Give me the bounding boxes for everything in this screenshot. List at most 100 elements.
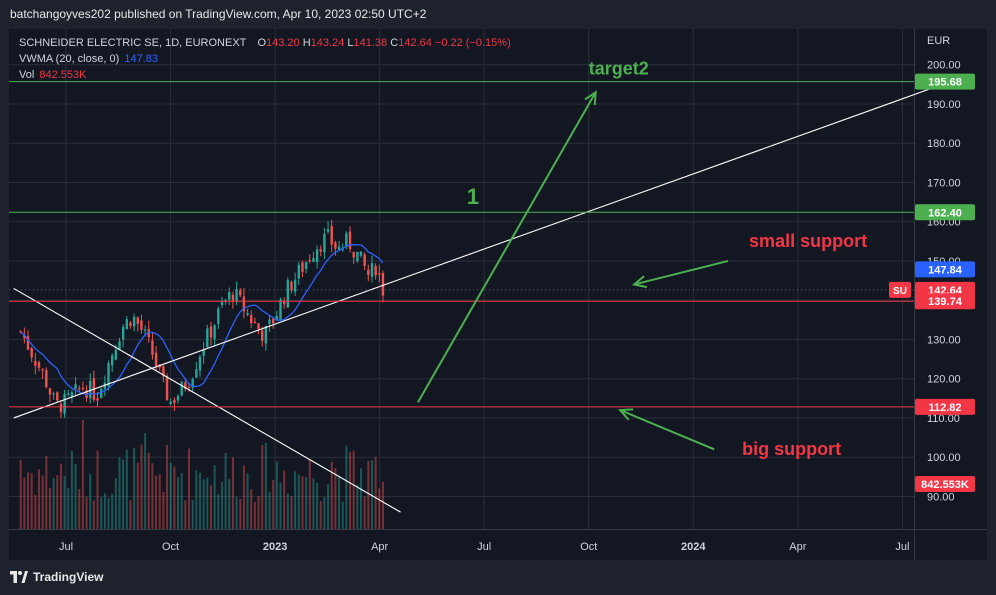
arrow-shaft[interactable] bbox=[619, 409, 715, 451]
candle-body[interactable] bbox=[264, 325, 268, 344]
candle-body[interactable] bbox=[180, 381, 183, 396]
candle-body[interactable] bbox=[367, 269, 370, 276]
candle-body[interactable] bbox=[52, 393, 55, 395]
candle-body[interactable] bbox=[63, 393, 66, 414]
candle-body[interactable] bbox=[162, 366, 165, 377]
candle-body[interactable] bbox=[41, 369, 44, 371]
candle-body[interactable] bbox=[198, 356, 202, 371]
candle-body[interactable] bbox=[261, 330, 264, 341]
candle-body[interactable] bbox=[89, 380, 92, 399]
candle-body[interactable] bbox=[45, 370, 48, 388]
candle-body[interactable] bbox=[326, 229, 330, 232]
candle-body[interactable] bbox=[319, 249, 322, 252]
candle-body[interactable] bbox=[165, 376, 169, 401]
candle-body[interactable] bbox=[304, 262, 308, 269]
candle-body[interactable] bbox=[125, 319, 129, 329]
candle-body[interactable] bbox=[70, 392, 74, 397]
candle-body[interactable] bbox=[271, 318, 275, 324]
candle-body[interactable] bbox=[359, 251, 363, 256]
candle-body[interactable] bbox=[99, 388, 103, 399]
candle-body[interactable] bbox=[59, 403, 63, 413]
candle-body[interactable] bbox=[253, 321, 257, 323]
candle-body[interactable] bbox=[323, 234, 326, 253]
candle-body[interactable] bbox=[337, 246, 341, 250]
candle-body[interactable] bbox=[48, 388, 52, 395]
candle-body[interactable] bbox=[279, 299, 282, 320]
candle-body[interactable] bbox=[129, 322, 132, 327]
candle-body[interactable] bbox=[330, 225, 333, 245]
candle-body[interactable] bbox=[356, 251, 359, 262]
annotation-big-support[interactable]: big support bbox=[742, 439, 841, 459]
candle-body[interactable] bbox=[224, 299, 227, 302]
candle-body[interactable] bbox=[110, 355, 114, 366]
candle-body[interactable] bbox=[228, 292, 231, 300]
candle-body[interactable] bbox=[206, 328, 209, 347]
candle-body[interactable] bbox=[67, 393, 70, 395]
arrow-shaft[interactable] bbox=[633, 259, 729, 286]
candle-body[interactable] bbox=[297, 264, 300, 279]
candle-body[interactable] bbox=[114, 349, 118, 360]
candle-body[interactable] bbox=[209, 326, 213, 338]
candle-body[interactable] bbox=[301, 262, 304, 272]
candle-body[interactable] bbox=[231, 294, 235, 301]
candle-body[interactable] bbox=[34, 360, 37, 366]
plot-area[interactable] bbox=[9, 29, 914, 529]
candle-body[interactable] bbox=[107, 363, 110, 387]
candle-body[interactable] bbox=[352, 251, 355, 258]
candle-body[interactable] bbox=[282, 301, 286, 305]
candle-body[interactable] bbox=[293, 279, 297, 292]
candle-body[interactable] bbox=[118, 341, 121, 350]
candle-body[interactable] bbox=[56, 392, 59, 401]
candle-body[interactable] bbox=[348, 231, 352, 250]
candle-body[interactable] bbox=[195, 369, 198, 378]
candle-body[interactable] bbox=[176, 395, 180, 401]
candle-body[interactable] bbox=[334, 242, 337, 249]
candle-body[interactable] bbox=[220, 301, 224, 306]
candle-body[interactable] bbox=[235, 288, 238, 302]
candle-body[interactable] bbox=[312, 258, 315, 262]
candle-body[interactable] bbox=[286, 280, 290, 308]
tradingview-logo-icon[interactable] bbox=[10, 571, 28, 583]
candle-body[interactable] bbox=[290, 281, 293, 291]
trendline[interactable] bbox=[13, 85, 938, 419]
candle-body[interactable] bbox=[242, 296, 246, 312]
candle-body[interactable] bbox=[37, 362, 41, 368]
vwma-line[interactable] bbox=[20, 244, 384, 396]
candle-body[interactable] bbox=[187, 386, 191, 388]
candle-body[interactable] bbox=[239, 290, 242, 296]
annotation-1[interactable]: 1 bbox=[467, 184, 479, 209]
candle-body[interactable] bbox=[151, 340, 154, 355]
candle-body[interactable] bbox=[121, 327, 125, 340]
candle-body[interactable] bbox=[370, 263, 374, 277]
su-tag[interactable] bbox=[889, 281, 911, 298]
candle-body[interactable] bbox=[78, 388, 81, 390]
candle-body[interactable] bbox=[143, 329, 147, 331]
candle-body[interactable] bbox=[81, 387, 85, 390]
candle-body[interactable] bbox=[257, 323, 260, 329]
candle-body[interactable] bbox=[184, 382, 187, 389]
volume-label[interactable]: Vol bbox=[19, 69, 35, 81]
candle-body[interactable] bbox=[345, 233, 348, 247]
candle-body[interactable] bbox=[169, 401, 172, 404]
candle-body[interactable] bbox=[154, 352, 158, 367]
candle-body[interactable] bbox=[19, 331, 22, 333]
candle-body[interactable] bbox=[23, 335, 26, 339]
candle-body[interactable] bbox=[250, 315, 253, 324]
candle-body[interactable] bbox=[268, 319, 271, 324]
price-chart[interactable]: EUR90.00100.00110.00120.00130.00140.0015… bbox=[9, 29, 987, 560]
candle-body[interactable] bbox=[378, 273, 381, 275]
chart-panel[interactable]: EUR90.00100.00110.00120.00130.00140.0015… bbox=[9, 29, 987, 560]
candle-body[interactable] bbox=[136, 317, 139, 324]
candle-body[interactable] bbox=[308, 260, 311, 262]
candle-body[interactable] bbox=[132, 316, 136, 327]
candle-body[interactable] bbox=[381, 273, 385, 296]
candle-body[interactable] bbox=[246, 313, 249, 315]
candle-body[interactable] bbox=[213, 325, 216, 339]
candle-body[interactable] bbox=[191, 379, 194, 388]
candle-body[interactable] bbox=[96, 398, 99, 401]
candle-body[interactable] bbox=[217, 308, 220, 324]
vwma-label[interactable]: VWMA (20, close, 0) bbox=[19, 53, 120, 65]
candle-body[interactable] bbox=[30, 348, 33, 358]
candle-body[interactable] bbox=[315, 249, 319, 263]
candle-body[interactable] bbox=[202, 349, 205, 356]
